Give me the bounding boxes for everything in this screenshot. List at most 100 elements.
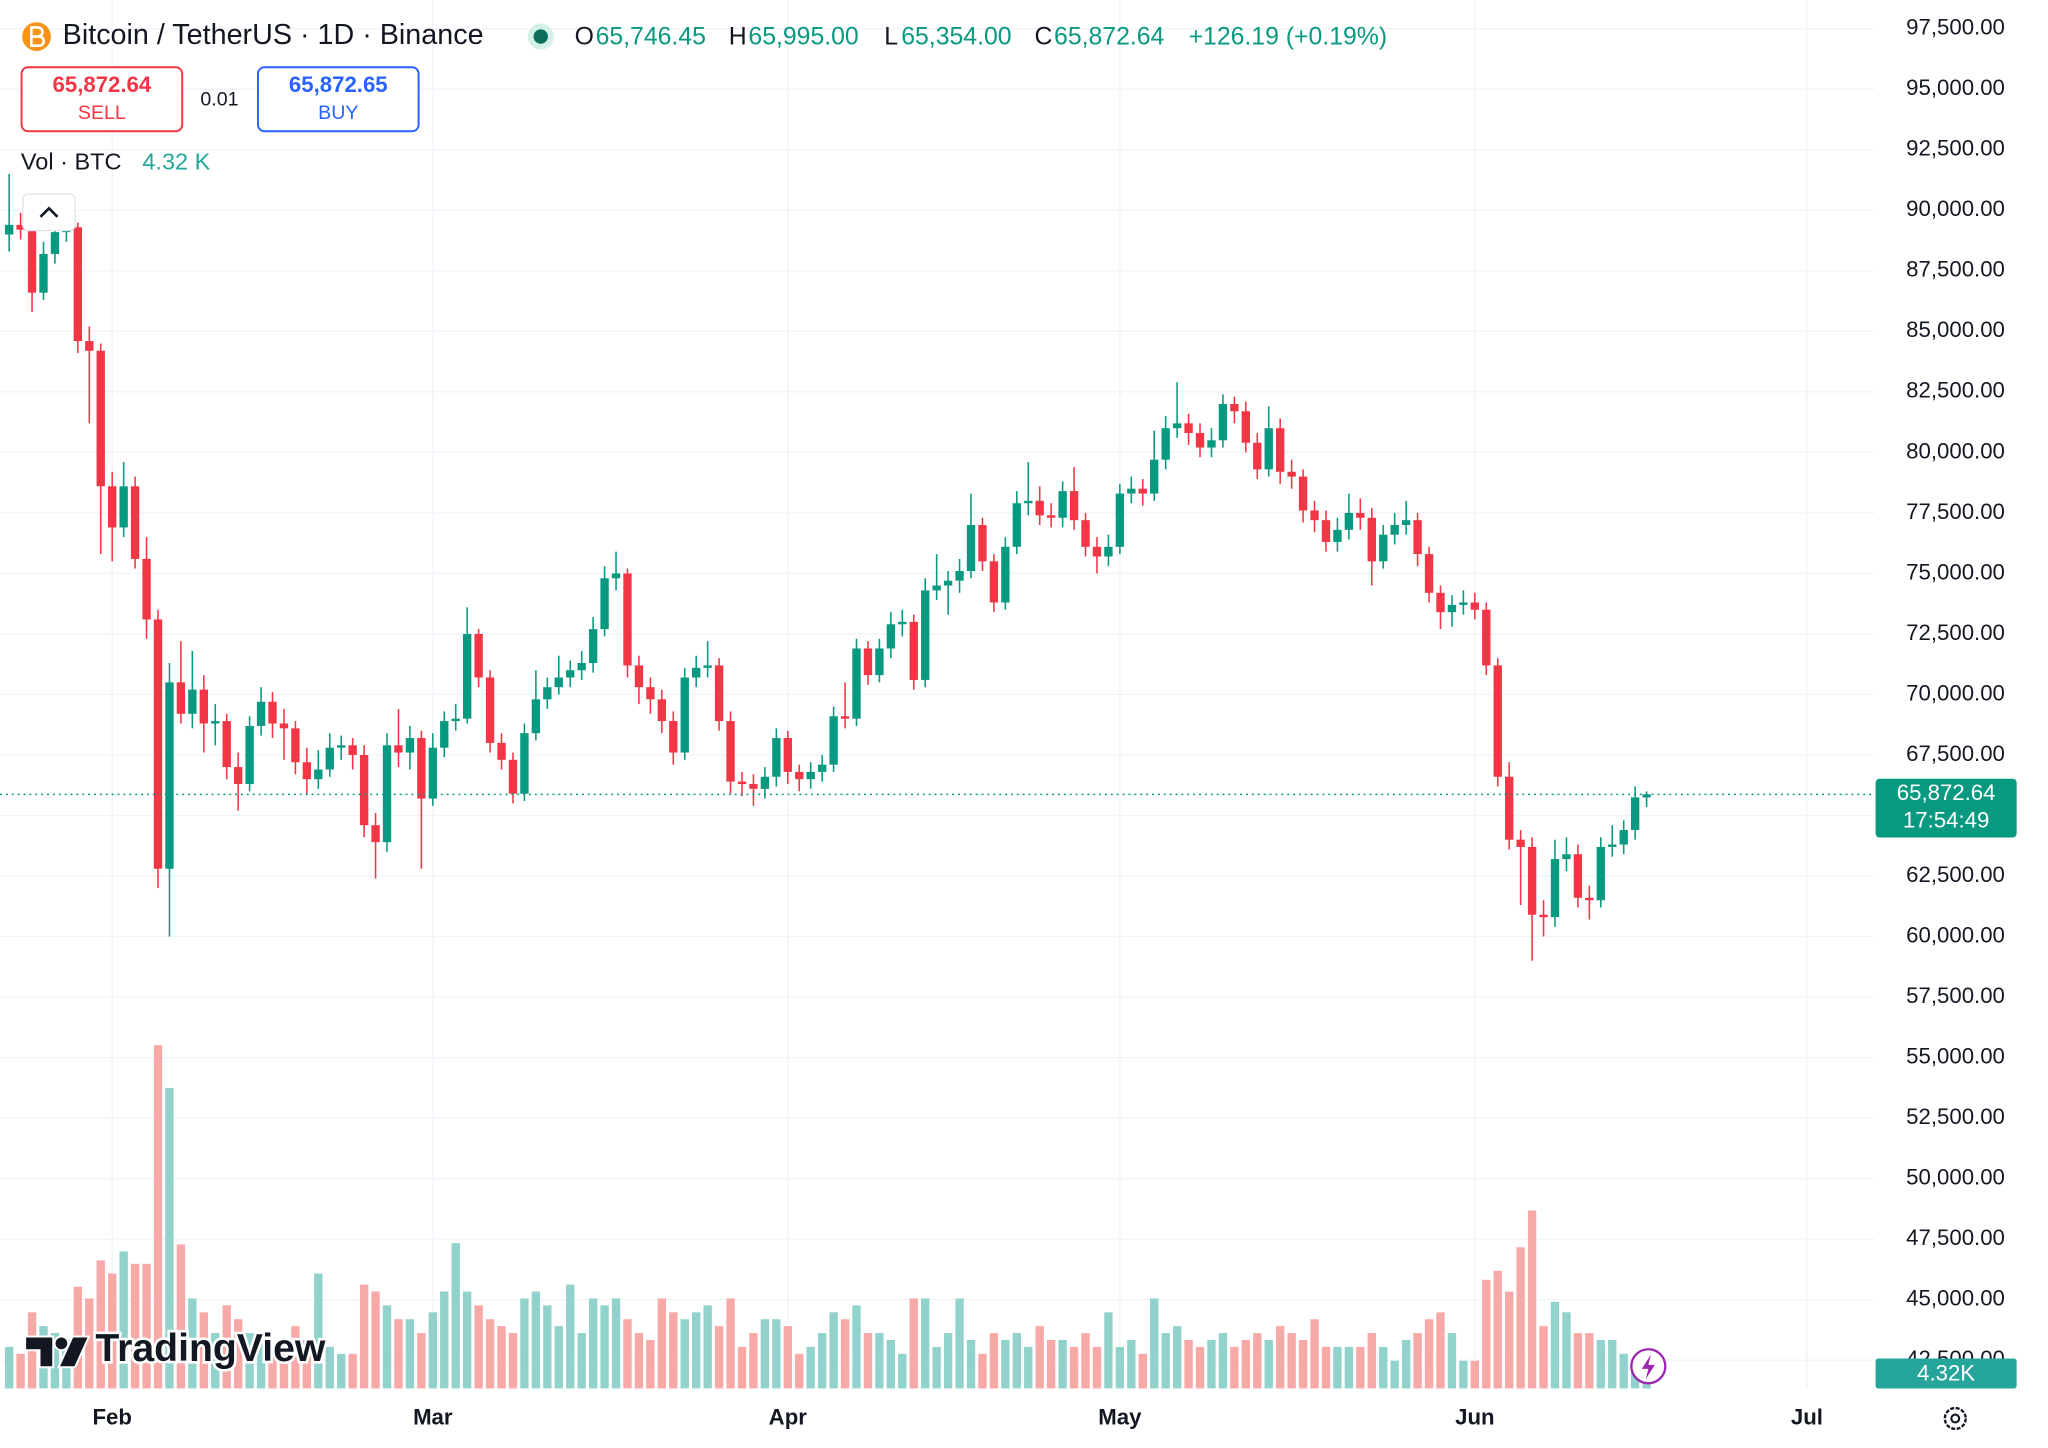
- collapse-button[interactable]: [22, 193, 76, 232]
- symbol-title: Bitcoin / TetherUS · 1D · Binance: [63, 19, 484, 51]
- x-tick-label: Mar: [413, 1404, 453, 1429]
- volume-bar: [417, 1333, 426, 1389]
- replay-bolt[interactable]: [1641, 1354, 1655, 1380]
- collapse-box[interactable]: [22, 193, 76, 232]
- volume-bar: [462, 1291, 472, 1389]
- volume-bar: [153, 1045, 163, 1389]
- candle-body: [932, 585, 941, 591]
- sell-label[interactable]: SELL: [78, 102, 126, 124]
- y-tick-label: 52,500.00: [1906, 1104, 2005, 1129]
- candle-body: [1573, 854, 1583, 898]
- candle-body: [337, 745, 346, 748]
- volume-bar: [359, 1284, 369, 1389]
- volume-bar: [1436, 1312, 1445, 1389]
- candle-body: [1379, 534, 1388, 562]
- volume-bar: [623, 1319, 632, 1389]
- candle-body: [119, 486, 128, 528]
- candle-body: [1585, 897, 1594, 901]
- candle-body: [405, 738, 415, 753]
- volume-bar: [1562, 1312, 1571, 1389]
- last-price-box: [1875, 778, 2017, 838]
- candle-body: [1367, 517, 1376, 562]
- candle-body: [245, 725, 254, 785]
- volume-bar: [1241, 1339, 1251, 1389]
- volume-bar: [1115, 1346, 1125, 1389]
- candle-body: [485, 677, 495, 743]
- candle-body: [1024, 500, 1033, 504]
- candle-body: [577, 662, 586, 671]
- candle-body: [1344, 512, 1354, 530]
- sell-box[interactable]: [20, 66, 184, 133]
- x-tick-label: Jun: [1455, 1404, 1494, 1429]
- candle-body: [657, 699, 667, 722]
- volume-bar: [211, 1333, 220, 1389]
- sell-button[interactable]: 65,872.64 SELL: [20, 66, 184, 133]
- volume-bar: [806, 1346, 815, 1389]
- volume-bar: [337, 1353, 346, 1389]
- candle-body: [829, 716, 838, 765]
- volume-bar: [898, 1353, 907, 1389]
- buy-price[interactable]: 65,872.65: [289, 72, 388, 97]
- candle-body: [27, 229, 37, 293]
- candle-body: [909, 621, 918, 680]
- candle-body: [543, 687, 552, 700]
- buy-button[interactable]: 65,872.65 BUY: [256, 66, 420, 133]
- volume-bar: [256, 1339, 266, 1389]
- gear-inner[interactable]: [1950, 1413, 1961, 1424]
- candle-body: [1356, 512, 1365, 518]
- volume-bar: [772, 1319, 781, 1389]
- candle-body: [875, 648, 884, 676]
- candle-body: [1092, 546, 1102, 557]
- volume-bar: [634, 1333, 644, 1389]
- candle-body: [1298, 476, 1308, 511]
- candle-body: [680, 677, 689, 753]
- candle-body: [1035, 500, 1044, 516]
- candle-body: [623, 573, 632, 666]
- volume-bar: [1447, 1333, 1457, 1389]
- buy-label[interactable]: BUY: [318, 102, 358, 124]
- x-tick-label: Feb: [92, 1404, 131, 1429]
- gear-outer[interactable]: [1943, 1406, 1967, 1431]
- y-tick-label: 75,000.00: [1906, 559, 2005, 584]
- volume-bar: [199, 1312, 208, 1389]
- volume-bar: [1298, 1339, 1308, 1389]
- candle-body: [325, 747, 334, 770]
- volume-bar: [4, 1346, 14, 1389]
- candle-body: [863, 648, 873, 676]
- candle-body: [1046, 515, 1056, 518]
- candle-body: [1562, 854, 1571, 860]
- volume-bar: [531, 1291, 541, 1389]
- volume-bar: [783, 1326, 792, 1389]
- ohlc-value: 65,872.64: [1054, 23, 1165, 50]
- candle-body: [806, 771, 815, 780]
- volume-bar: [1356, 1346, 1365, 1389]
- volume-bar: [737, 1346, 747, 1389]
- volume-bar: [795, 1353, 804, 1389]
- volume-bar: [1344, 1346, 1354, 1389]
- collapse-chevron[interactable]: [39, 206, 59, 218]
- candle-body: [749, 784, 758, 789]
- replay-button[interactable]: [1630, 1348, 1667, 1385]
- candle-body: [371, 825, 380, 843]
- candle-body: [646, 687, 655, 700]
- candle-body: [1436, 592, 1445, 613]
- settings-button[interactable]: [1943, 1406, 1967, 1431]
- logo-dot: [53, 1335, 70, 1352]
- candle-body: [611, 573, 621, 579]
- sell-price[interactable]: 65,872.64: [53, 72, 152, 97]
- buy-box[interactable]: [256, 66, 420, 133]
- candle-body: [520, 733, 529, 794]
- candle-body: [256, 701, 266, 726]
- y-tick-label: 95,000.00: [1906, 75, 2005, 100]
- logo-slash: [57, 1335, 91, 1369]
- candle-layer: [4, 174, 1651, 961]
- volume-bar: [428, 1312, 438, 1389]
- candle-body: [1608, 844, 1617, 847]
- candle-body: [566, 670, 575, 678]
- ohlc-value: 65,995.00: [748, 23, 858, 50]
- volume-last-box: [1875, 1358, 2017, 1389]
- volume-bar: [966, 1339, 976, 1389]
- volume-bar: [817, 1333, 827, 1389]
- x-tick-label: May: [1098, 1404, 1142, 1429]
